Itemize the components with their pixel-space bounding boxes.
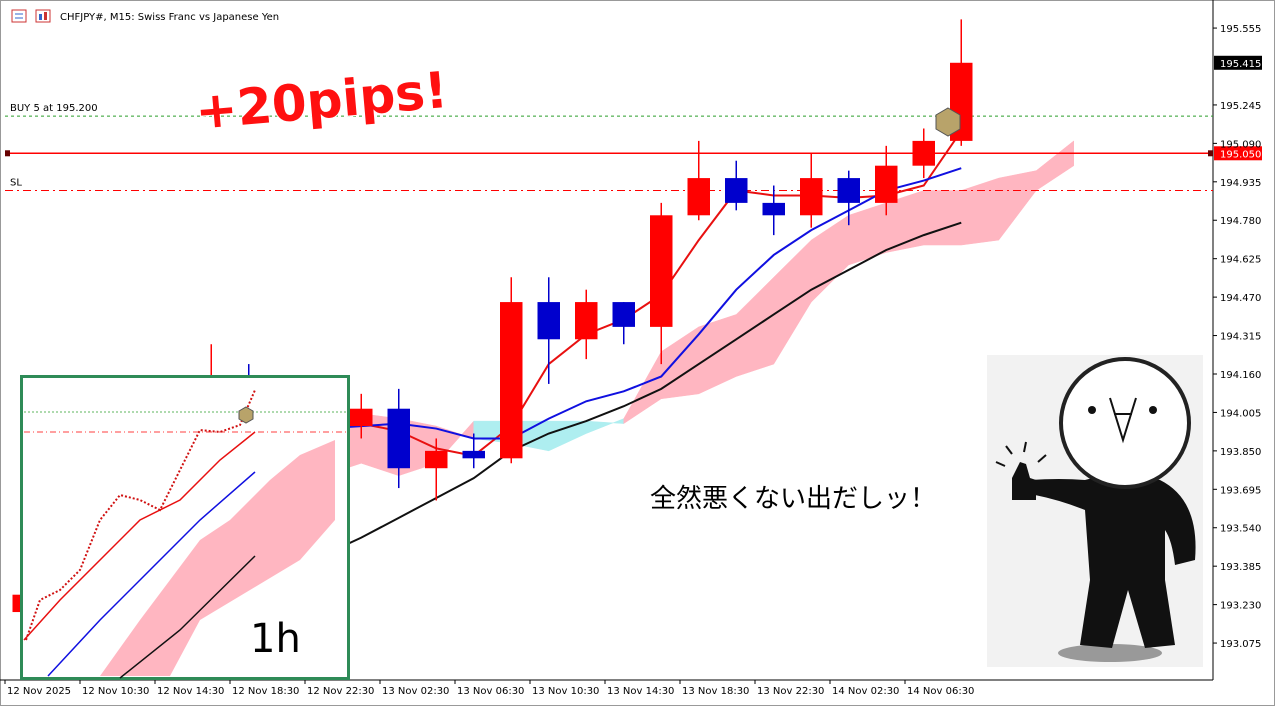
price-label: 195.050 <box>1220 149 1261 160</box>
candle-body <box>387 408 410 469</box>
candle-body <box>425 450 448 469</box>
candle-body <box>350 408 373 427</box>
candle-body <box>837 178 860 203</box>
head <box>1059 357 1191 489</box>
y-tick-label: 194.315 <box>1220 332 1261 343</box>
inset-line <box>119 555 256 679</box>
y-tick-label: 193.850 <box>1220 447 1261 458</box>
y-tick-label: 194.935 <box>1220 178 1261 189</box>
x-tick-label: 13 Nov 18:30 <box>682 686 749 697</box>
level-handle <box>1208 150 1213 157</box>
icon <box>11 9 27 23</box>
level-label: BUY 5 at 195.200 <box>10 103 98 114</box>
y-tick-label: 193.385 <box>1220 562 1261 573</box>
x-tick-label: 13 Nov 14:30 <box>607 686 674 697</box>
body <box>1030 475 1196 648</box>
eye <box>1088 406 1096 414</box>
y-tick-label: 193.695 <box>1220 485 1261 496</box>
x-tick-label: 12 Nov 22:30 <box>307 686 374 697</box>
header: CHFJPY#, M15: Swiss Franc vs Japanese Ye… <box>11 9 279 23</box>
x-tick-label: 13 Nov 06:30 <box>457 686 524 697</box>
y-tick-label: 195.090 <box>1220 139 1261 150</box>
y-tick-label: 194.005 <box>1220 408 1261 419</box>
sparkle <box>1037 454 1047 463</box>
candle-body <box>725 178 748 203</box>
shadow <box>1058 644 1162 662</box>
y-tick-label: 194.625 <box>1220 255 1261 266</box>
candle-body <box>500 302 523 459</box>
y-tick-label: 193.230 <box>1220 601 1261 612</box>
x-tick-label: 14 Nov 06:30 <box>907 686 974 697</box>
cloud-segment <box>923 190 962 246</box>
inset-cloud <box>100 440 335 676</box>
icon <box>44 12 47 20</box>
candle-body <box>575 302 598 340</box>
candle-body <box>912 140 935 166</box>
y-tick-label: 193.075 <box>1220 639 1261 650</box>
chart-title: CHFJPY#, M15: Swiss Franc vs Japanese Ye… <box>60 12 279 23</box>
y-tick-label: 194.160 <box>1220 370 1261 381</box>
y-tick-label: 194.780 <box>1220 216 1261 227</box>
x-tick-label: 13 Nov 10:30 <box>532 686 599 697</box>
inset-marker <box>238 406 254 424</box>
x-tick-label: 12 Nov 2025 <box>7 686 71 697</box>
comment: 全然悪くない出だしッ！ <box>650 484 936 514</box>
y-tick-label: 194.470 <box>1220 293 1261 304</box>
candle-body <box>687 178 710 216</box>
inset-label: 1h <box>250 616 301 662</box>
hand <box>1012 462 1036 500</box>
x-tick-label: 12 Nov 10:30 <box>82 686 149 697</box>
x-tick-label: 12 Nov 18:30 <box>232 686 299 697</box>
candle-body <box>537 302 560 340</box>
inset-candles <box>25 389 256 641</box>
x-tick-label: 14 Nov 02:30 <box>832 686 899 697</box>
candle-body <box>800 178 823 216</box>
axes: 195.555 195.245 195.090 194.935 194.780 194.6… <box>4 24 1261 697</box>
eye <box>1149 406 1157 414</box>
inset: 1h <box>20 375 350 680</box>
level-handle <box>5 150 10 157</box>
icon <box>35 9 51 23</box>
last-price-label: 195.415 <box>1220 59 1261 70</box>
x-tick-label: 13 Nov 22:30 <box>757 686 824 697</box>
candle-body <box>462 450 485 459</box>
cartoon <box>987 355 1203 667</box>
sparkle <box>995 461 1006 467</box>
level-label: SL <box>10 177 22 188</box>
inset-line <box>47 471 256 677</box>
sparkle <box>1023 441 1027 453</box>
x-tick-label: 13 Nov 02:30 <box>382 686 449 697</box>
candle-body <box>762 202 785 216</box>
candle-body <box>875 165 898 203</box>
icon <box>39 14 42 20</box>
mouth <box>1109 397 1137 444</box>
x-tick-label: 12 Nov 14:30 <box>157 686 224 697</box>
inset-line <box>23 431 256 641</box>
last-price-box <box>1214 55 1262 70</box>
candle-body <box>650 215 673 327</box>
y-tick-label: 193.540 <box>1220 524 1261 535</box>
trade-marker <box>935 107 961 137</box>
price-box <box>1214 146 1262 161</box>
levels: BUY 5 at 195.200 195.050 SL 195.415 <box>5 55 1262 191</box>
y-tick-label: 195.555 <box>1220 24 1261 35</box>
candle-body <box>612 302 635 327</box>
sparkle <box>1005 445 1013 455</box>
y-tick-label: 195.245 <box>1220 101 1261 112</box>
